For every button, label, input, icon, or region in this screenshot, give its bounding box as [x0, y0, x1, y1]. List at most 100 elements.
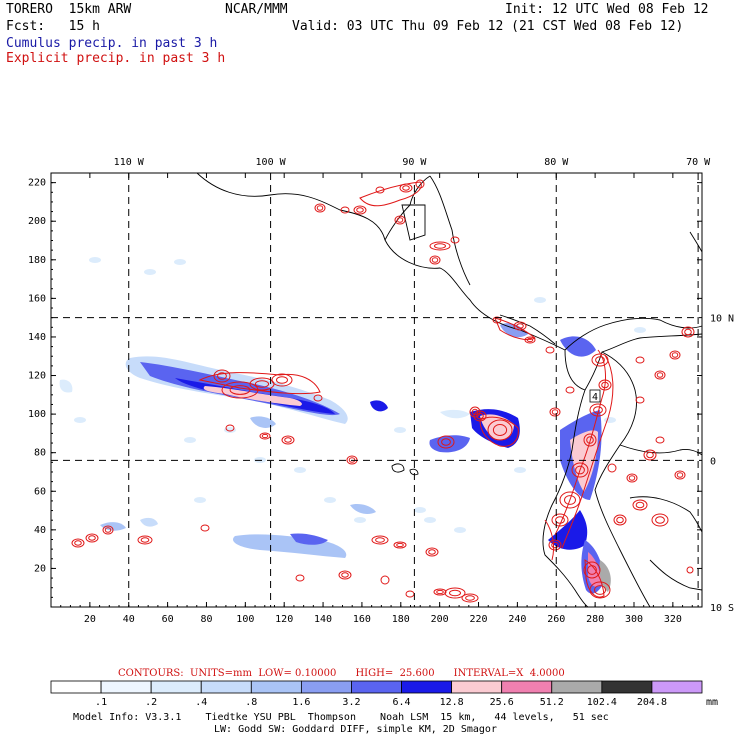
contour-ring-inner — [341, 572, 349, 578]
contour-ring-inner — [284, 437, 292, 443]
contour-ring — [635, 356, 645, 364]
contour-ring-inner — [74, 540, 82, 546]
contour-ring — [551, 513, 569, 527]
y-tick-label: 120 — [28, 371, 46, 382]
contour-ring-inner — [684, 328, 692, 336]
x-tick-label: 180 — [392, 614, 410, 625]
coastline — [649, 559, 703, 591]
contour-ring — [607, 463, 617, 473]
colorbar-cell — [451, 680, 503, 694]
contour-ring-inner — [616, 516, 624, 524]
precip-speckle — [414, 507, 426, 513]
x-tick-label: 220 — [469, 614, 487, 625]
precip-area — [59, 379, 73, 393]
model-name: TORERO 15km ARW — [6, 2, 132, 17]
contour-ring-inner — [316, 205, 324, 211]
contour-ring-inner — [396, 542, 404, 548]
y-tick-label: 40 — [34, 525, 46, 536]
precip-speckle — [224, 427, 236, 433]
colorbar: .1 .2 .4 .8 1.6 3.2 6.4 12.8 25.6 51.2 102.4 204.8 m… — [50, 680, 718, 708]
contour-ring-inner — [671, 352, 679, 358]
precip-speckle — [144, 269, 156, 275]
contour-ring — [635, 396, 645, 404]
lat-lon-grid — [51, 173, 702, 607]
contour-ring — [450, 236, 460, 244]
contour-ring — [314, 203, 326, 213]
colorbar-label: 3.2 — [342, 697, 360, 708]
contour-ring — [85, 533, 99, 543]
x-tick-label: 60 — [162, 614, 174, 625]
x-tick-label: 20 — [84, 614, 96, 625]
precip-speckle — [74, 417, 86, 423]
precip-area — [548, 510, 588, 550]
coastlines — [196, 172, 703, 608]
colorbar-label: .8 — [245, 697, 257, 708]
plot-frame — [50, 172, 703, 608]
contour-ring — [651, 513, 669, 527]
precip-speckle — [174, 259, 186, 265]
contour-ring — [654, 370, 666, 380]
precip-area — [250, 416, 276, 428]
contour-ring-inner — [88, 535, 96, 541]
x-tick-label: 40 — [123, 614, 135, 625]
precip-speckle — [634, 327, 646, 333]
contour-ring — [137, 535, 153, 545]
contour-ring — [571, 462, 589, 478]
y-tick-label: 160 — [28, 293, 46, 304]
colorbar-cell — [551, 680, 603, 694]
precip-speckle — [454, 527, 466, 533]
x-tick-label: 120 — [275, 614, 293, 625]
precip-speckle — [514, 467, 526, 473]
contour-ring — [632, 499, 648, 511]
coastline — [689, 231, 703, 253]
contour-ring-inner — [465, 595, 475, 601]
y-tick-label: 20 — [34, 563, 46, 574]
contour-ring — [281, 435, 295, 445]
colorbar-label: .2 — [145, 697, 157, 708]
coastline — [391, 463, 405, 473]
longitude-label: 80 W — [544, 157, 569, 168]
colorbar-label: 102.4 — [587, 697, 617, 708]
contour-ring — [425, 547, 439, 557]
colorbar-cell — [651, 680, 703, 694]
model-info-line1: Model Info: V3.3.1 Tiedtke YSU PBL Thomp… — [73, 712, 609, 723]
coastline — [619, 444, 703, 456]
longitude-label: 70 W — [686, 157, 711, 168]
colorbar-cell — [100, 680, 152, 694]
colorbar-label: 25.6 — [490, 697, 514, 708]
contour-ring-inner — [217, 372, 227, 380]
y-tick-label: 100 — [28, 409, 46, 420]
contour-ring — [259, 432, 271, 440]
x-tick-label: 100 — [236, 614, 254, 625]
x-tick-label: 240 — [508, 614, 526, 625]
contour-ring-inner — [261, 433, 269, 439]
contour-ring — [487, 419, 513, 441]
contour-ring — [469, 406, 481, 418]
contour-ring — [271, 373, 293, 387]
precip-speckle — [354, 517, 366, 523]
contour-ring — [524, 336, 536, 344]
contour-line — [359, 181, 422, 207]
precip-speckle — [424, 517, 436, 523]
contour-ring-inner — [449, 589, 461, 597]
model-info-line2: LW: Godd SW: Goddard DIFF, simple KM, 2D… — [214, 724, 497, 735]
precip-area — [500, 323, 528, 338]
colorbar-cell — [250, 680, 302, 694]
contour-ring — [429, 255, 441, 265]
y-tick-label: 60 — [34, 486, 46, 497]
contour-ring-inner — [434, 243, 446, 249]
contour-ring — [393, 541, 407, 549]
precip-area — [350, 503, 376, 514]
precip-area — [140, 517, 158, 527]
precip-area — [599, 560, 611, 592]
contour-ring — [461, 593, 479, 603]
contour-ring-inner — [676, 472, 684, 478]
contour-ring — [415, 179, 425, 189]
contour-ring-inner — [594, 585, 606, 595]
contour-ring-inner — [436, 589, 444, 595]
precip-shading — [59, 257, 646, 594]
contour-line — [494, 317, 536, 341]
coastline — [429, 175, 471, 286]
contour-ring-inner — [656, 372, 664, 378]
